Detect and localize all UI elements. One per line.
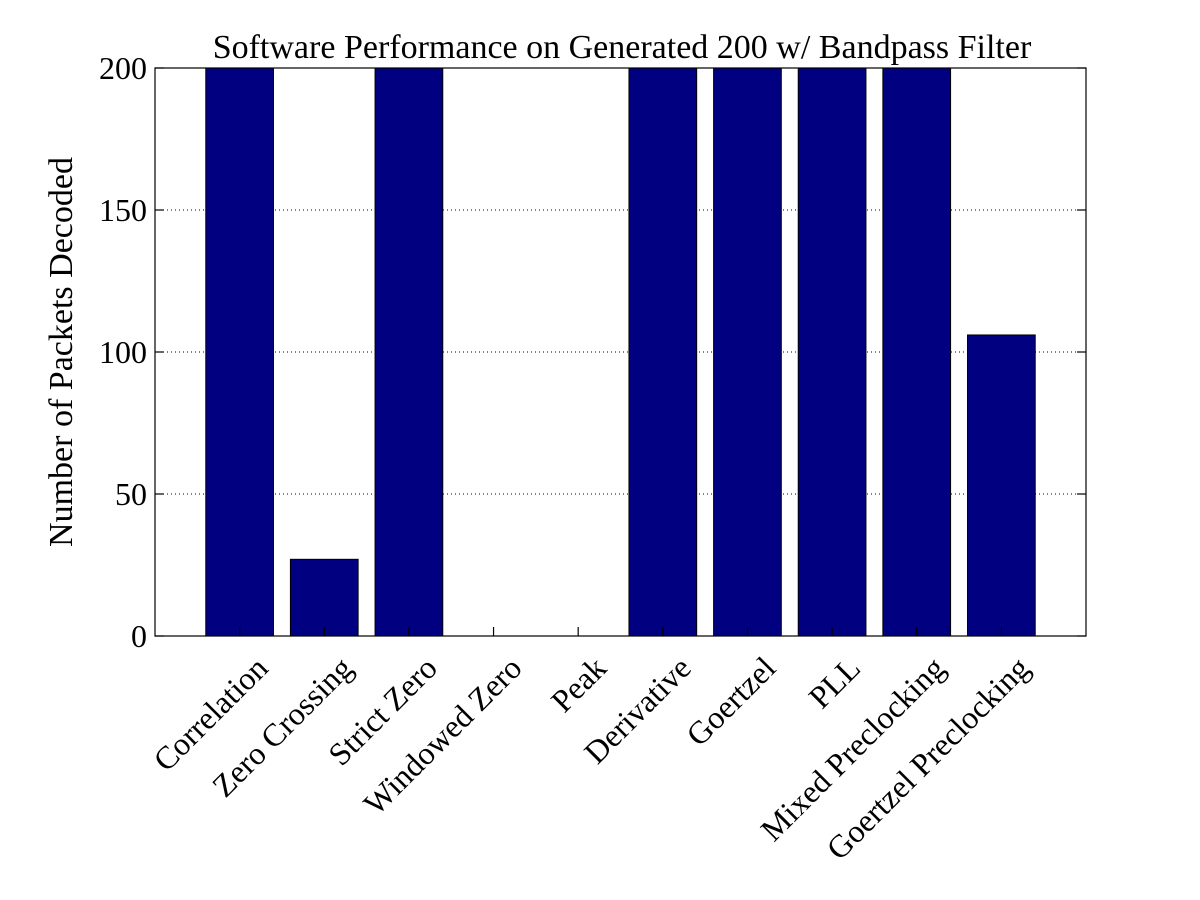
y-tick-label: 50 [115,476,147,512]
y-tick-label: 200 [99,50,147,86]
x-category-label: Goertzel [679,649,782,752]
bar-correlation [205,67,274,637]
bar-goertzel-preclocking [967,334,1036,637]
y-tick-label: 100 [99,334,147,370]
bar-strict-zero [374,67,444,637]
bar-zero-crossing [289,558,359,637]
y-axis-label: Number of Packets Decoded [43,157,80,547]
bar-mixed-preclocking [882,67,952,637]
bars [205,67,1036,637]
x-category-label: Peak [544,649,613,718]
bar-derivative [628,67,698,637]
y-tick-label: 150 [99,192,147,228]
y-tick-label: 0 [131,618,147,654]
bar-pll [797,67,867,637]
chart-title: Software Performance on Generated 200 w/… [213,29,1032,66]
bar-goertzel [713,67,782,637]
y-axis-ticks: 0 50 100 150 200 [99,50,1086,654]
x-category-label: PLL [801,649,867,715]
